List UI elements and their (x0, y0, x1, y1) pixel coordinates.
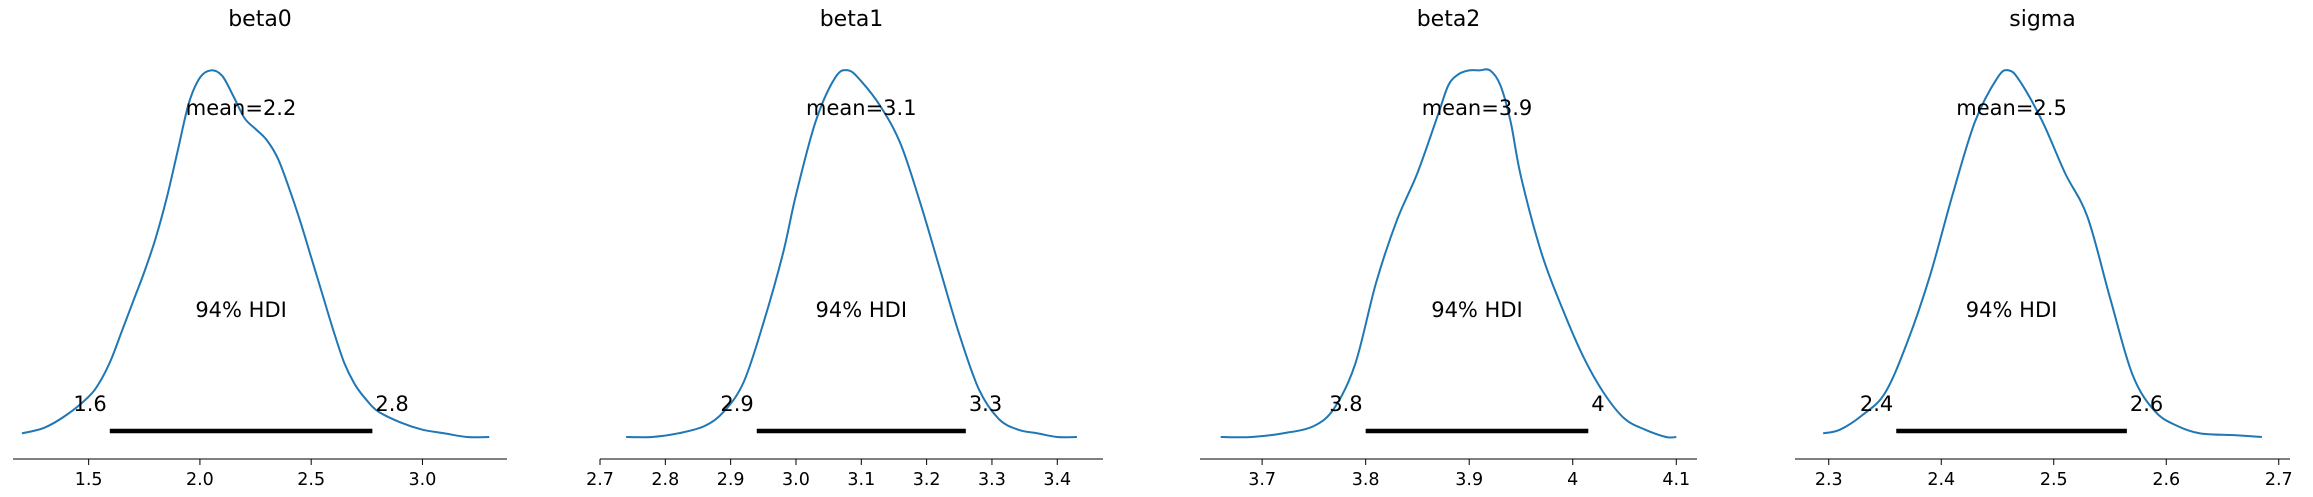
density-curve (1822, 69, 2262, 438)
x-tick-label: 3.0 (409, 470, 437, 490)
x-tick-label: 3.7 (1248, 470, 1276, 490)
hdi-lower-label: 2.9 (720, 392, 753, 416)
mean-label: mean=2.2 (186, 96, 297, 120)
panel-beta0: beta0 mean=2.2 94% HDI 1.6 2.8 1.5 2.0 2.5 3.0 (13, 7, 507, 490)
x-tick-label: 3.3 (978, 470, 1006, 490)
panel-sigma: sigma mean=2.5 94% HDI 2.4 2.6 2.3 2.4 2.5 2.6 2.… (1795, 7, 2293, 490)
hdi-label: 94% HDI (1966, 298, 2058, 322)
density-curve (626, 69, 1077, 439)
hdi-upper-label: 4 (1591, 392, 1604, 416)
hdi-upper-label: 3.3 (969, 392, 1002, 416)
hdi-lower-label: 1.6 (73, 392, 106, 416)
panel-beta1: beta1 mean=3.1 94% HDI 2.9 3.3 2.7 2.8 2.9 3.0 3.… (586, 7, 1103, 490)
x-tick-label: 2.0 (186, 470, 214, 490)
x-tick-label: 4.1 (1662, 470, 1690, 490)
hdi-upper-label: 2.6 (2130, 392, 2163, 416)
mean-label: mean=3.1 (806, 96, 917, 120)
x-tick-label: 2.5 (2040, 470, 2068, 490)
x-tick-label: 3.4 (1043, 470, 1071, 490)
x-tick-label: 2.7 (2265, 470, 2293, 490)
panel-title: beta2 (1417, 7, 1481, 32)
x-tick-label: 3.9 (1455, 470, 1483, 490)
panel-title: sigma (2009, 7, 2075, 32)
x-tick-label: 2.4 (1927, 470, 1955, 490)
hdi-lower-label: 2.4 (1860, 392, 1893, 416)
panel-title: beta1 (820, 7, 884, 32)
x-tick-label: 3.1 (847, 470, 875, 490)
hdi-label: 94% HDI (195, 298, 287, 322)
x-tick-label: 2.7 (586, 470, 614, 490)
x-tick-label: 2.6 (2152, 470, 2180, 490)
x-tick-label: 3.8 (1352, 470, 1380, 490)
hdi-upper-label: 2.8 (375, 392, 408, 416)
density-curve (21, 69, 490, 439)
x-tick-label: 2.8 (651, 470, 679, 490)
hdi-label: 94% HDI (1431, 298, 1523, 322)
mean-label: mean=3.9 (1422, 96, 1533, 120)
x-tick-label: 2.5 (297, 470, 325, 490)
x-tick-label: 2.3 (1815, 470, 1843, 490)
x-tick-label: 3.0 (782, 470, 810, 490)
x-tick-label: 4 (1567, 470, 1578, 490)
panel-title: beta0 (228, 7, 292, 32)
x-tick-label: 3.2 (913, 470, 941, 490)
density-curve (1220, 68, 1677, 439)
mean-label: mean=2.5 (1956, 96, 2067, 120)
panel-beta2: beta2 mean=3.9 94% HDI 3.8 4 3.7 3.8 3.9 4 4.1 (1200, 7, 1697, 490)
hdi-lower-label: 3.8 (1329, 392, 1362, 416)
x-tick-label: 1.5 (75, 470, 103, 490)
x-tick-label: 2.9 (717, 470, 745, 490)
hdi-label: 94% HDI (816, 298, 908, 322)
